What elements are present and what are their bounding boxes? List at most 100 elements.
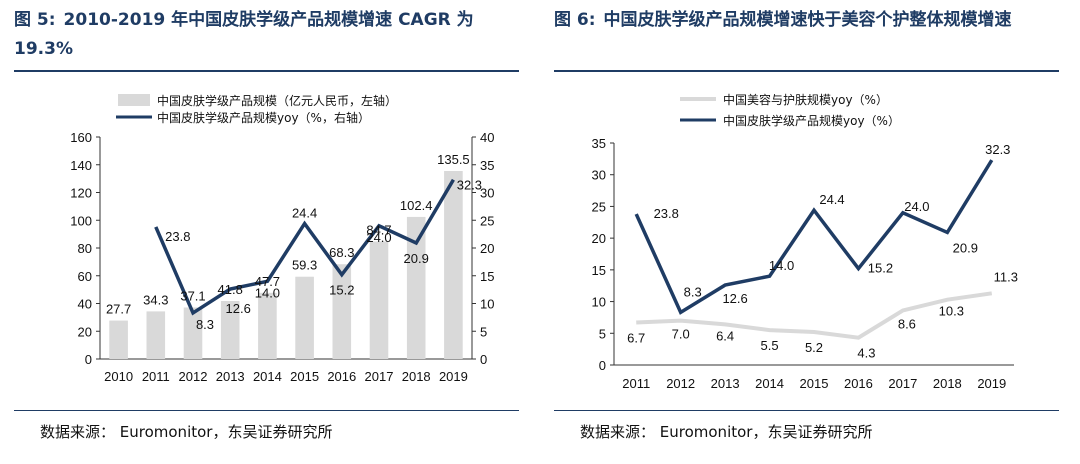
legend-label-light-line: 中国美容与护肤规模yoy（%） — [723, 92, 888, 107]
x-tick-label: 2015 — [290, 369, 319, 384]
x-tick-label: 2015 — [800, 376, 829, 391]
bar-data-label: 102.4 — [400, 198, 433, 213]
y-left-tick-label: 40 — [78, 297, 92, 312]
line-data-label: 12.6 — [226, 301, 251, 316]
series-line-beauty-yoy — [636, 291, 993, 340]
light-line-data-label: 8.6 — [898, 316, 916, 331]
figure-6-title: 图 6: 中国皮肤学级产品规模增速快于美容个护整体规模增速 — [554, 6, 1059, 35]
x-tick-label: 2010 — [104, 369, 133, 384]
light-line-data-label: 6.7 — [627, 331, 645, 346]
x-tick-label: 2018 — [933, 376, 962, 391]
figure-5-bottom-rule — [14, 410, 519, 411]
x-tick-label: 2019 — [439, 369, 468, 384]
figure-5-title-text: 2010-2019 年中国皮肤学级产品规模增速 CAGR 为 19.3% — [14, 10, 474, 59]
y-right-tick-label: 30 — [480, 186, 494, 201]
figure-6-top-rule — [554, 70, 1059, 72]
bar — [295, 276, 314, 359]
bar — [369, 241, 389, 359]
bar-data-label: 135.5 — [437, 152, 470, 167]
figure-5-title: 图 5: 2010-2019 年中国皮肤学级产品规模增速 CAGR 为 19.3% — [14, 6, 519, 64]
y-tick-label: 30 — [592, 168, 606, 183]
light-line-data-label: 4.3 — [857, 346, 875, 361]
line-data-label: 24.0 — [366, 230, 391, 245]
navy-line-data-label: 15.2 — [868, 261, 893, 276]
x-tick-label: 2011 — [142, 369, 170, 384]
light-line-data-label: 6.4 — [716, 328, 734, 343]
bar — [109, 320, 128, 359]
y-tick-label: 25 — [592, 199, 606, 214]
x-tick-label: 2019 — [977, 376, 1006, 391]
y-right-tick-label: 10 — [480, 297, 494, 312]
x-tick-label: 2016 — [844, 376, 873, 391]
x-tick-label: 2013 — [711, 376, 740, 391]
bar-data-label: 59.3 — [292, 258, 317, 273]
x-tick-label: 2011 — [622, 376, 650, 391]
y-left-tick-label: 100 — [70, 213, 92, 228]
y-left-tick-label: 140 — [70, 158, 92, 173]
line-data-label: 15.2 — [329, 283, 354, 298]
x-tick-label: 2018 — [402, 369, 431, 384]
y-left-tick-label: 20 — [78, 324, 92, 339]
figure-6-title-text: 中国皮肤学级产品规模增速快于美容个护整体规模增速 — [603, 10, 1012, 30]
line-data-label: 20.9 — [404, 251, 429, 266]
bar-data-label: 68.3 — [329, 245, 354, 260]
navy-line-data-label: 20.9 — [953, 240, 978, 255]
x-tick-label: 2012 — [666, 376, 695, 391]
figure-6-source: 数据来源： Euromonitor，东吴证券研究所 — [580, 423, 873, 441]
light-line-data-label: 10.3 — [939, 304, 964, 319]
line-data-label: 8.3 — [196, 317, 214, 332]
y-right-tick-label: 25 — [480, 213, 494, 228]
x-tick-label: 2014 — [755, 376, 784, 391]
bar-data-label: 41.8 — [218, 282, 243, 297]
bar-data-label: 34.3 — [143, 292, 168, 307]
bar-data-label: 27.7 — [106, 302, 131, 317]
legend-swatch-bar — [118, 94, 150, 106]
light-line-data-label: 11.3 — [994, 269, 1018, 284]
legend-label-bar: 中国皮肤学级产品规模（亿元人民币，左轴） — [157, 93, 397, 108]
navy-line-data-label: 8.3 — [684, 284, 702, 299]
y-right-tick-label: 5 — [480, 324, 487, 339]
y-tick-label: 35 — [592, 136, 606, 151]
legend-label-navy-line: 中国皮肤学级产品规模yoy（%） — [723, 113, 900, 128]
navy-line-data-label: 12.6 — [722, 291, 747, 306]
figure-5-label: 图 5: — [14, 10, 56, 30]
x-tick-label: 2012 — [179, 369, 208, 384]
y-left-tick-label: 80 — [78, 241, 92, 256]
bar — [220, 301, 240, 359]
figure-5-panel: 图 5: 2010-2019 年中国皮肤学级产品规模增速 CAGR 为 19.3%… — [14, 6, 519, 441]
bar — [444, 170, 463, 359]
line-data-label: 23.8 — [165, 229, 190, 244]
navy-line-data-label: 24.0 — [904, 199, 929, 214]
light-line-data-label: 5.5 — [761, 338, 779, 353]
y-left-tick-label: 120 — [70, 186, 92, 201]
figure-6-panel: 图 6: 中国皮肤学级产品规模增速快于美容个护整体规模增速 中国美容与护肤规模yo… — [540, 0, 1080, 464]
y-left-tick-label: 0 — [85, 352, 92, 367]
y-right-tick-label: 0 — [480, 352, 487, 367]
bar-data-label: 37.1 — [180, 289, 205, 304]
bar-data-label: 47.7 — [255, 274, 280, 289]
y-tick-label: 10 — [592, 295, 606, 310]
bar — [332, 264, 352, 359]
y-right-tick-label: 40 — [480, 130, 494, 145]
y-left-tick-label: 160 — [70, 130, 92, 145]
x-tick-label: 2014 — [253, 369, 282, 384]
navy-line-data-label: 32.3 — [985, 142, 1010, 157]
light-line-data-label: 7.0 — [672, 327, 690, 342]
navy-line-data-label: 24.4 — [819, 192, 844, 207]
navy-line-data-label: 14.0 — [769, 258, 794, 273]
y-right-tick-label: 20 — [480, 241, 494, 256]
y-tick-label: 5 — [599, 326, 606, 341]
series-line-derma-yoy — [634, 159, 994, 315]
figure-5-chart: 中国皮肤学级产品规模（亿元人民币，左轴） 中国皮肤学级产品规模yoy（%，右轴） 0… — [70, 93, 494, 384]
x-tick-label: 2017 — [888, 376, 917, 391]
bar — [258, 292, 277, 359]
bar — [406, 216, 426, 359]
navy-line-data-label: 23.8 — [654, 206, 679, 221]
figure-6-bottom-rule — [554, 410, 1059, 411]
line-data-label: 24.4 — [292, 206, 317, 221]
x-tick-label: 2013 — [216, 369, 245, 384]
y-tick-label: 0 — [599, 358, 606, 373]
y-tick-label: 15 — [592, 263, 606, 278]
y-tick-label: 20 — [592, 231, 606, 246]
y-left-tick-label: 60 — [78, 269, 92, 284]
